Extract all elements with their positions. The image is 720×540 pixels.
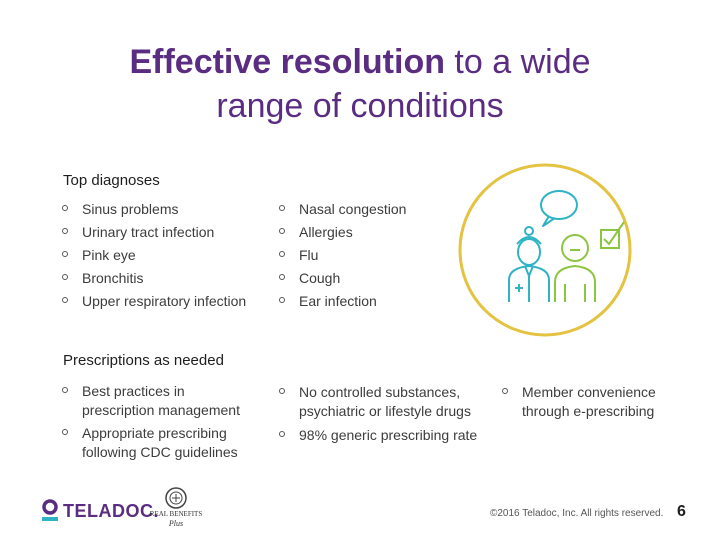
real-benefits-text: REAL BENEFITS [149, 510, 203, 518]
bullet-icon [62, 387, 68, 393]
bullet-icon [279, 251, 285, 257]
speech-bubble-icon [540, 190, 578, 227]
list-item: Ear infection [279, 293, 406, 316]
bullet-icon [62, 297, 68, 303]
bullet-icon [279, 228, 285, 234]
list-item: Nasal congestion [279, 201, 406, 224]
prescription-item: No controlled substances, psychiatric or… [279, 383, 471, 421]
bullet-icon [279, 205, 285, 211]
diagnoses-left-list: Sinus problems Urinary tract infection P… [62, 201, 246, 316]
real-benefits-emblem-icon [165, 487, 187, 509]
bullet-icon [62, 274, 68, 280]
bullet-icon [279, 297, 285, 303]
real-benefits-script: Plus [168, 519, 184, 528]
bullet-icon [279, 274, 285, 280]
prescription-item: Member convenience through e-prescribing [502, 383, 656, 421]
bullet-icon [62, 205, 68, 211]
prescription-item: Appropriate prescribing following CDC gu… [62, 424, 238, 462]
list-item: Cough [279, 270, 406, 293]
title-bold: Effective resolution [129, 43, 445, 81]
list-item: Allergies [279, 224, 406, 247]
title-line-2: range of conditions [216, 87, 504, 125]
list-item: Pink eye [62, 247, 246, 270]
prescription-item: Best practices in prescription managemen… [62, 382, 240, 420]
top-diagnoses-heading: Top diagnoses [63, 172, 160, 189]
title-line-1: Effective resolution to a wide [0, 40, 720, 84]
copyright-text: ©2016 Teladoc, Inc. All rights reserved. [490, 508, 664, 519]
real-benefits-logo: REAL BENEFITS Plus [146, 486, 206, 534]
slide-title: Effective resolution to a wide range of … [0, 40, 720, 128]
list-item: Flu [279, 247, 406, 270]
patient-icon [554, 234, 596, 302]
checkbox-icon [600, 221, 625, 249]
prescription-item: 98% generic prescribing rate [279, 426, 477, 445]
page-number: 6 [677, 503, 686, 520]
bullet-icon [502, 388, 508, 394]
teladoc-mark-icon [42, 499, 58, 521]
bullet-icon [62, 429, 68, 435]
list-item: Bronchitis [62, 270, 246, 293]
teladoc-logo: TELADOC. [41, 498, 159, 524]
bullet-icon [279, 388, 285, 394]
title-rest: to a wide [444, 43, 591, 81]
doctor-icon [508, 226, 550, 302]
bullet-icon [279, 431, 285, 437]
prescriptions-heading: Prescriptions as needed [63, 352, 224, 369]
doctor-patient-illustration [458, 163, 632, 337]
list-item: Sinus problems [62, 201, 246, 224]
list-item: Upper respiratory infection [62, 293, 246, 316]
bullet-icon [62, 228, 68, 234]
yellow-circle [458, 163, 632, 337]
teladoc-wordmark: TELADOC. [63, 500, 159, 521]
list-item: Urinary tract infection [62, 224, 246, 247]
diagnoses-right-list: Nasal congestion Allergies Flu Cough Ear… [279, 201, 406, 316]
bullet-icon [62, 251, 68, 257]
